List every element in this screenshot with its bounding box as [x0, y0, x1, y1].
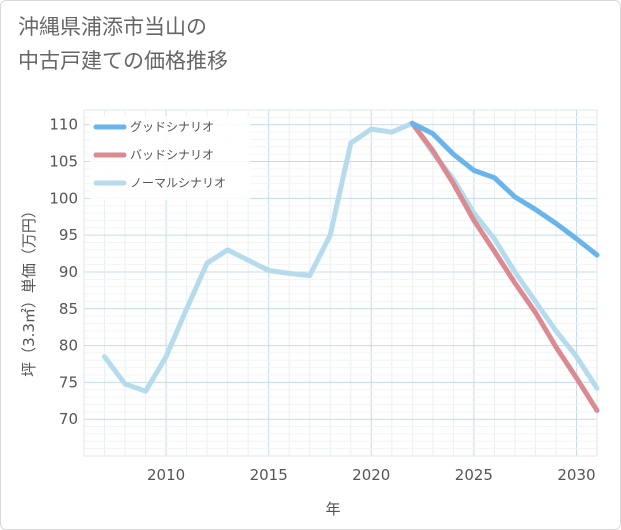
x-tick-label: 2025	[455, 466, 493, 484]
chart-title: 沖縄県浦添市当山の 中古戸建ての価格推移	[18, 15, 228, 73]
series-line-1	[409, 120, 600, 413]
series-line-0	[409, 120, 600, 258]
series-lines	[102, 120, 600, 413]
x-tick-label: 2030	[557, 466, 595, 484]
legend-label-2: ノーマルシナリオ	[130, 176, 226, 190]
plot-area-border	[83, 109, 598, 457]
tick-labels: 2010 2015 2020 2025 2030 70 75 80 85 90 95 100 105 11…	[49, 116, 595, 484]
y-tick-label: 85	[59, 300, 78, 318]
legend-background	[90, 116, 250, 200]
y-tick-label: 80	[59, 337, 78, 355]
y-tick-label: 75	[59, 373, 78, 391]
y-tick-label: 90	[59, 263, 78, 281]
legend-label-0: グッドシナリオ	[130, 120, 214, 134]
y-tick-label: 105	[49, 153, 78, 171]
y-tick-label: 110	[49, 116, 78, 134]
y-axis-title: 坪（3.3㎡）単価（万円）	[20, 203, 38, 377]
x-axis-title: 年	[325, 500, 340, 518]
y-tick-label: 95	[59, 226, 78, 244]
x-tick-label: 2020	[352, 466, 390, 484]
y-tick-label: 100	[49, 189, 78, 207]
x-tick-label: 2010	[147, 466, 185, 484]
legend-label-1: バッドシナリオ	[130, 148, 214, 162]
series-line-2	[102, 120, 600, 394]
y-tick-label: 70	[59, 410, 78, 428]
x-tick-label: 2015	[250, 466, 288, 484]
